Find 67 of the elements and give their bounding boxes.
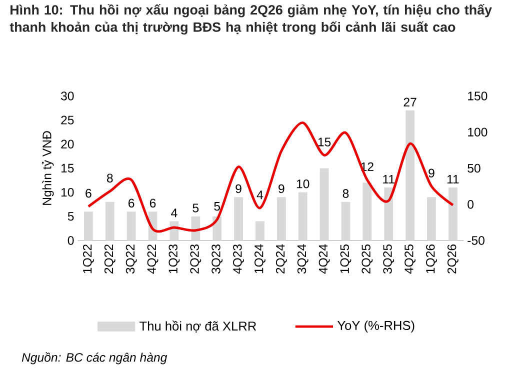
data-label: 4 [171, 208, 178, 218]
y2-tick-label: 150 [468, 92, 488, 100]
legend-label: Thu hồi nợ đã XLRR [140, 320, 256, 332]
x-tick-label: 1Q22 [82, 244, 94, 274]
bar [191, 216, 200, 240]
y-tick-label: 25 [61, 116, 74, 124]
data-label: 5 [214, 202, 220, 211]
data-label: 6 [128, 198, 134, 208]
data-label: 9 [278, 184, 284, 194]
data-label: 9 [236, 184, 242, 194]
x-tick-label: 1Q24 [254, 244, 266, 274]
bar [234, 197, 243, 240]
bar [298, 192, 308, 240]
bar [427, 197, 436, 240]
data-label: 4 [256, 190, 264, 200]
data-label: 9 [428, 168, 434, 178]
data-label: 6 [150, 198, 156, 208]
x-tick-label: 4Q25 [404, 244, 416, 274]
data-label: 6 [86, 188, 92, 198]
bar [84, 212, 93, 240]
chart-title: Hình 10: Thu hồi nợ xấu ngoại bảng 2Q26 giảm nhẹ YoY, tín hiệu cho thấy thanh khoản của thị trường BĐS hạ nhiệt trong bối cảnh lãi suất cao [10, 4, 492, 35]
x-tick-label: 2Q25 [362, 244, 373, 274]
y-tick-label: 10 [61, 188, 74, 197]
y2-tick-label: 50 [468, 164, 480, 173]
data-label: 11 [383, 174, 394, 184]
x-tick-label: 1Q26 [426, 244, 437, 274]
x-tick-label: 4Q22 [147, 244, 158, 274]
bar [448, 187, 458, 240]
bar [256, 221, 264, 240]
bar [276, 197, 286, 240]
data-label: 10 [296, 180, 310, 188]
bar [105, 202, 114, 240]
y-tick-label: 0 [68, 236, 74, 245]
data-label: 27 [404, 98, 416, 106]
x-tick-label: 1Q23 [168, 244, 180, 274]
x-tick-label: 2Q26 [447, 244, 458, 274]
x-tick-label: 2Q22 [104, 244, 116, 274]
x-tick-label: 2Q23 [190, 244, 202, 274]
x-tick-label: 1Q25 [340, 244, 352, 274]
bar [362, 182, 372, 240]
y2-tick-label: 0 [468, 200, 474, 209]
data-label: 11 [447, 174, 459, 184]
bar [384, 187, 394, 240]
y-tick-label: 5 [68, 212, 74, 221]
y-axis-title: Nghìn tỷ VNĐ [42, 131, 54, 205]
x-tick-label: 3Q24 [297, 244, 308, 274]
y2-tick-label: 100 [468, 128, 488, 136]
y-tick-label: 20 [61, 140, 74, 148]
data-label: 8 [342, 189, 349, 198]
data-label: 15 [318, 138, 331, 146]
x-tick-label: 4Q24 [318, 244, 330, 274]
y2-tick-label: -50 [468, 236, 484, 245]
bar [126, 212, 136, 240]
x-tick-label: 3Q25 [383, 244, 394, 274]
bar [406, 110, 415, 240]
x-tick-label: 2Q24 [276, 244, 287, 274]
y-tick-label: 30 [60, 92, 74, 100]
x-tick-label: 3Q23 [212, 244, 223, 274]
y-tick-label: 15 [61, 164, 74, 173]
text: Nguồn: BC các ngân hàng [22, 352, 168, 364]
bar [341, 202, 350, 240]
data-label: 5 [192, 204, 199, 212]
x-tick-label: 3Q22 [126, 244, 137, 274]
x-tick-label: 4Q23 [233, 244, 244, 274]
bar [320, 168, 329, 240]
data-label: 8 [106, 174, 113, 182]
legend-label: YoY (%-RHS) [337, 320, 414, 333]
